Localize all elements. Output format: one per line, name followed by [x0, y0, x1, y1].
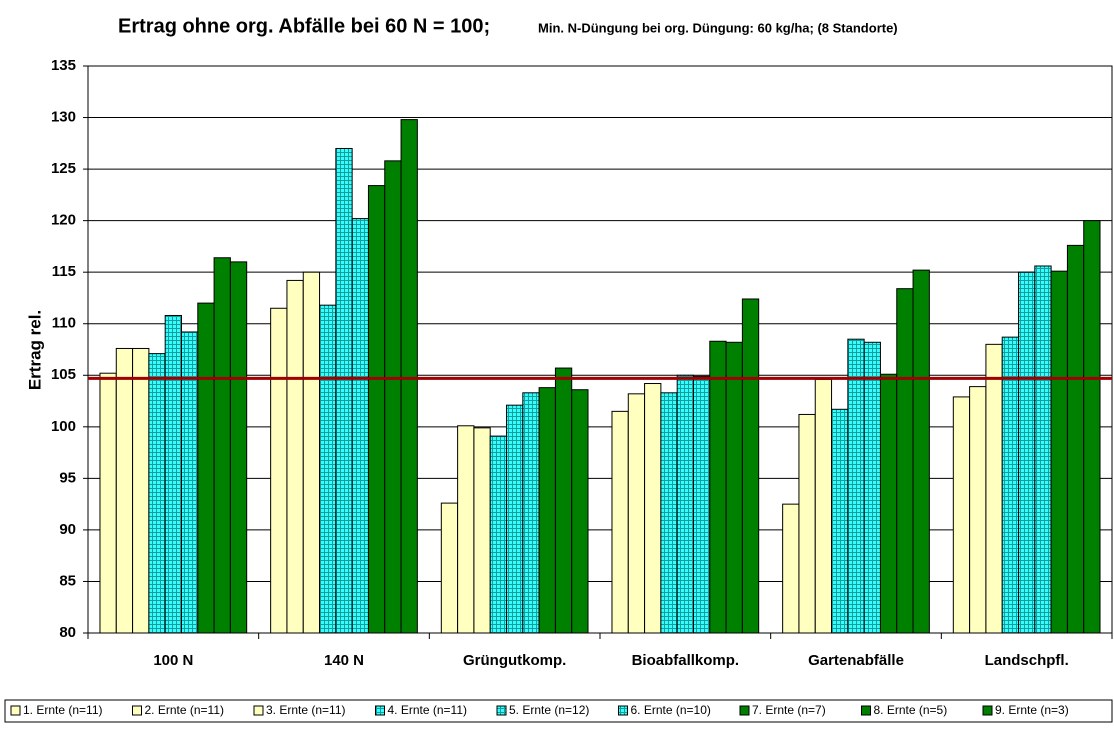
bar: [400, 119, 418, 634]
legend-swatch: [496, 705, 507, 716]
legend-swatch: [618, 705, 628, 716]
bar: [627, 393, 646, 634]
bar: [351, 218, 369, 634]
bar: [611, 410, 629, 634]
y-axis-label: Ertrag rel.: [25, 310, 44, 390]
legend-label: 2. Ernte (n=11): [145, 703, 225, 717]
y-tick-label: 120: [51, 212, 76, 229]
chart-title: Ertrag ohne org. Abfälle bei 60 N = 100;: [118, 15, 490, 37]
bar: [952, 396, 971, 634]
bar: [197, 302, 215, 634]
y-tick-label: 125: [51, 160, 76, 177]
bar: [741, 298, 760, 634]
x-tick-label: 100 N: [153, 652, 193, 669]
bar: [115, 347, 134, 634]
y-tick-label: 105: [51, 366, 76, 383]
bar: [676, 374, 694, 634]
legend-label: 6. Ernte (n=10): [631, 703, 711, 717]
bar: [969, 386, 987, 634]
legend-swatch: [10, 705, 21, 716]
bar: [782, 503, 800, 634]
x-tick-label: Grüngutkomp.: [463, 652, 566, 669]
bar: [164, 314, 182, 634]
bar: [1001, 336, 1020, 634]
legend-label: 7. Ernte (n=7): [752, 703, 826, 717]
bar: [522, 392, 540, 634]
bar: [384, 160, 402, 634]
y-tick-label: 115: [52, 263, 76, 280]
bar: [286, 279, 304, 634]
x-tick-label: Gartenabfälle: [808, 652, 904, 669]
y-tick-label: 95: [59, 469, 76, 486]
bar: [1066, 244, 1085, 634]
y-tick-label: 90: [59, 521, 76, 538]
bar: [229, 261, 248, 634]
legend-label: 3. Ernte (n=11): [266, 703, 346, 717]
bar: [879, 373, 898, 634]
bar: [440, 502, 459, 634]
bar: [725, 341, 743, 634]
bar: [132, 347, 150, 634]
y-tick-label: 80: [59, 624, 76, 641]
y-tick-label: 130: [51, 109, 76, 126]
legend-swatch: [982, 705, 993, 716]
legend-label: 5. Ernte (n=12): [509, 703, 589, 717]
y-tick-label: 135: [51, 57, 76, 74]
bar: [538, 387, 556, 634]
bar: [148, 353, 166, 634]
x-tick-label: Bioabfallkomp.: [632, 652, 740, 669]
bar: [367, 185, 386, 634]
y-tick-label: 85: [59, 572, 76, 589]
bar: [692, 375, 711, 634]
bar: [709, 340, 727, 634]
chart-subtitle: Min. N-Düngung bei org. Düngung: 60 kg/h…: [538, 20, 898, 35]
bar: [489, 435, 508, 634]
bar: [814, 378, 833, 634]
bar: [985, 343, 1003, 634]
bar: [99, 372, 117, 634]
y-tick-label: 110: [52, 315, 76, 332]
bar: [831, 408, 849, 634]
legend-label: 8. Ernte (n=5): [874, 703, 948, 717]
bar: [335, 147, 353, 634]
bar: [571, 389, 589, 634]
bar: [1018, 271, 1036, 634]
bar: [912, 269, 930, 634]
plot-frame: [87, 65, 1113, 634]
legend-label: 1. Ernte (n=11): [23, 703, 103, 717]
bar: [644, 383, 662, 634]
legend-swatch: [861, 705, 871, 716]
x-tick-label: Landschpfl.: [985, 652, 1069, 669]
legend-swatch: [253, 705, 264, 716]
y-tick-label: 100: [51, 418, 76, 435]
legend-swatch: [132, 705, 142, 716]
bar: [896, 288, 914, 634]
legend-label: 9. Ernte (n=3): [995, 703, 1069, 717]
legend-box: [4, 699, 1113, 723]
bar: [554, 367, 573, 634]
bar: [798, 413, 816, 634]
bar: [319, 304, 337, 634]
legend-label: 4. Ernte (n=11): [388, 703, 468, 717]
bar: [457, 425, 475, 634]
bar: [847, 338, 865, 634]
bar: [473, 427, 491, 634]
bar: [1034, 265, 1052, 634]
bar: [270, 307, 288, 634]
bar: [1083, 220, 1101, 634]
x-tick-label: 140 N: [324, 652, 364, 669]
bar: [660, 392, 678, 634]
bar: [863, 341, 881, 634]
legend-swatch: [375, 705, 385, 716]
bar: [302, 271, 321, 634]
bar: [506, 404, 524, 634]
bar: [1050, 270, 1068, 634]
legend-swatch: [739, 705, 750, 716]
bar: [213, 257, 231, 634]
